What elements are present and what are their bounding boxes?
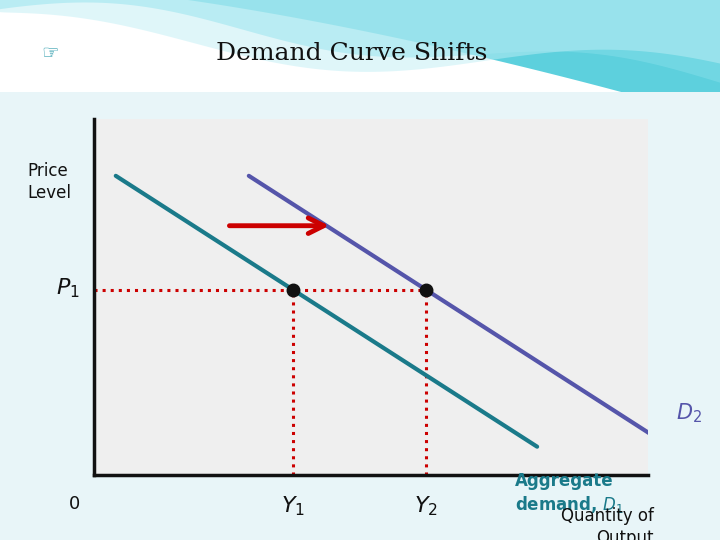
Text: $\mathit{Y}_1$: $\mathit{Y}_1$	[282, 495, 305, 518]
Text: $\mathit{D}_2$: $\mathit{D}_2$	[676, 402, 702, 426]
Text: $\mathit{Y}_2$: $\mathit{Y}_2$	[414, 495, 438, 518]
Text: Demand Curve Shifts: Demand Curve Shifts	[216, 42, 487, 65]
Polygon shape	[0, 0, 720, 92]
Text: Price
Level: Price Level	[27, 161, 71, 202]
Polygon shape	[0, 0, 720, 72]
Text: 0: 0	[68, 495, 80, 513]
Text: $\mathit{P}_1$: $\mathit{P}_1$	[56, 276, 80, 300]
Polygon shape	[0, 0, 720, 119]
Polygon shape	[0, 0, 720, 83]
Text: Quantity of
Output: Quantity of Output	[561, 507, 654, 540]
Text: ☞: ☞	[42, 44, 59, 63]
Text: Aggregate
demand, $\mathit{D}_1$: Aggregate demand, $\mathit{D}_1$	[515, 471, 624, 516]
